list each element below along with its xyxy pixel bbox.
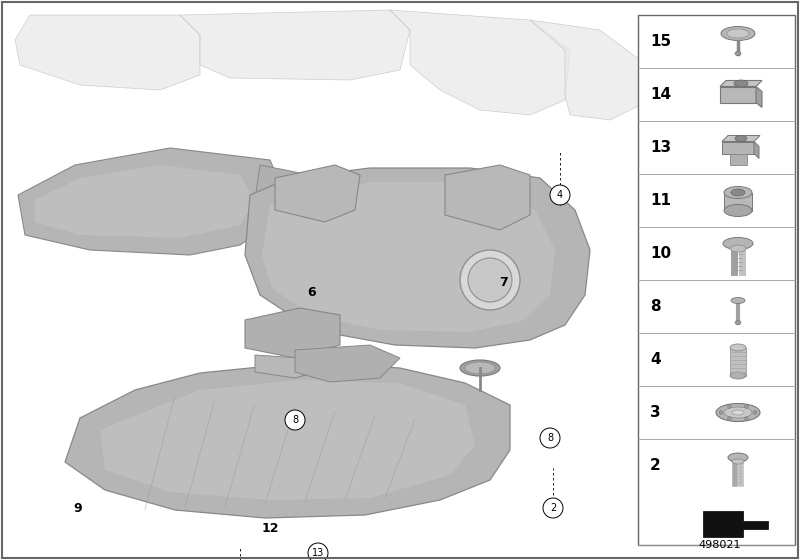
Text: 15: 15 (650, 34, 671, 49)
Polygon shape (65, 363, 510, 518)
Circle shape (727, 417, 731, 421)
Ellipse shape (728, 453, 748, 462)
Text: 13: 13 (312, 548, 324, 558)
Text: 14: 14 (650, 87, 671, 102)
Ellipse shape (732, 410, 744, 415)
Circle shape (540, 428, 560, 448)
Polygon shape (245, 308, 340, 358)
Polygon shape (255, 165, 320, 228)
Text: 4: 4 (557, 190, 563, 200)
Polygon shape (390, 10, 570, 115)
Text: 8: 8 (547, 433, 553, 443)
Circle shape (745, 417, 749, 421)
Ellipse shape (732, 459, 744, 464)
Polygon shape (754, 142, 759, 158)
Text: 9: 9 (74, 502, 82, 515)
Polygon shape (15, 15, 200, 90)
Polygon shape (262, 182, 555, 332)
Text: 12: 12 (262, 521, 278, 534)
Ellipse shape (727, 29, 749, 38)
Circle shape (550, 185, 570, 205)
Text: 8: 8 (650, 299, 661, 314)
Polygon shape (35, 165, 255, 238)
Polygon shape (245, 168, 590, 348)
Text: 2: 2 (550, 503, 556, 513)
Ellipse shape (716, 404, 760, 422)
FancyBboxPatch shape (730, 154, 746, 165)
Circle shape (727, 404, 731, 408)
FancyBboxPatch shape (724, 193, 752, 211)
FancyBboxPatch shape (730, 348, 746, 376)
Polygon shape (18, 148, 285, 255)
Polygon shape (722, 142, 754, 153)
Text: 8: 8 (292, 415, 298, 425)
Ellipse shape (735, 320, 741, 324)
Circle shape (745, 404, 749, 408)
Text: 4: 4 (650, 352, 661, 367)
Polygon shape (720, 86, 756, 102)
Ellipse shape (721, 26, 755, 40)
Polygon shape (756, 86, 762, 108)
Ellipse shape (731, 189, 745, 196)
Ellipse shape (730, 245, 746, 252)
Ellipse shape (735, 136, 747, 142)
Text: 7: 7 (498, 276, 507, 288)
Text: 11: 11 (650, 193, 671, 208)
Text: 498021: 498021 (698, 540, 742, 550)
Ellipse shape (460, 360, 500, 376)
Polygon shape (722, 136, 760, 142)
Polygon shape (180, 10, 410, 80)
Polygon shape (445, 165, 530, 230)
Ellipse shape (730, 344, 746, 351)
Ellipse shape (724, 204, 752, 217)
Text: 3: 3 (650, 405, 661, 420)
Text: 10: 10 (650, 246, 671, 261)
Text: 2: 2 (650, 458, 661, 473)
Ellipse shape (724, 186, 752, 198)
Circle shape (543, 498, 563, 518)
Polygon shape (720, 81, 762, 86)
Text: 6: 6 (308, 287, 316, 300)
Polygon shape (530, 20, 640, 120)
Ellipse shape (734, 80, 748, 87)
Polygon shape (275, 165, 360, 222)
Circle shape (460, 250, 520, 310)
Text: 13: 13 (650, 140, 671, 155)
Circle shape (285, 410, 305, 430)
Ellipse shape (465, 362, 495, 374)
Circle shape (753, 410, 757, 414)
Polygon shape (295, 345, 400, 382)
Circle shape (468, 258, 512, 302)
FancyBboxPatch shape (638, 15, 795, 545)
Circle shape (719, 410, 723, 414)
Ellipse shape (730, 372, 746, 379)
Ellipse shape (723, 237, 753, 250)
Polygon shape (703, 511, 768, 536)
Polygon shape (100, 380, 475, 500)
Polygon shape (255, 355, 330, 378)
Ellipse shape (724, 407, 752, 418)
Ellipse shape (731, 297, 745, 304)
Circle shape (308, 543, 328, 560)
Ellipse shape (735, 52, 741, 55)
